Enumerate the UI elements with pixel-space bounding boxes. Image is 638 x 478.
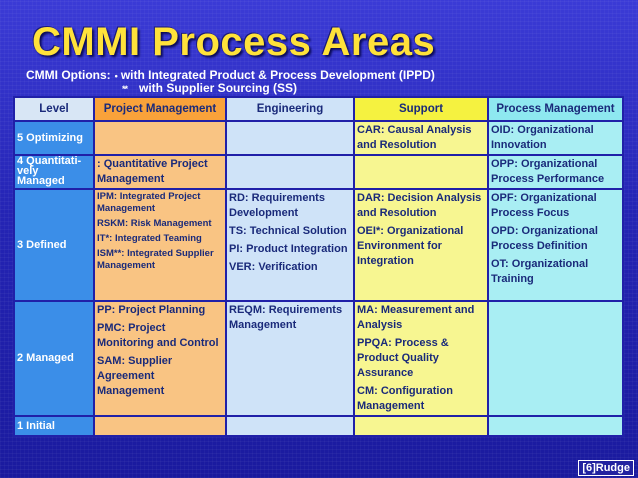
header-engineering: Engineering (225, 96, 355, 122)
cell-4-process: OPP: Organizational Process Performance (487, 154, 624, 190)
pa-ma: MA: Measurement and Analysis (357, 304, 475, 331)
row-level-1: 1 Initial (13, 415, 624, 437)
level-5-label: 5 Optimizing (13, 120, 95, 156)
cmmi-options: CMMI Options: • with Integrated Product & … (26, 68, 435, 95)
options-bullet-1: • (114, 71, 118, 81)
source-citation: [6]Rudge (578, 460, 634, 476)
cell-2-eng: REQM: Requirements Management (225, 300, 355, 417)
cell-3-support: DAR: Decision Analysis and Resolution OE… (353, 188, 489, 302)
cell-1-process (487, 415, 624, 437)
pa-ism: ISM**: Integrated Supplier Management (97, 248, 214, 271)
process-areas-table: Level Project Management Engineering Sup… (13, 96, 624, 437)
cell-3-process: OPF: Organizational Process Focus OPD: O… (487, 188, 624, 302)
cell-2-process (487, 300, 624, 417)
level-4-line-1: 4 Quantitati- (17, 155, 82, 167)
row-level-5: 5 Optimizing CAR: Causal Analysis and Re… (13, 120, 624, 156)
cell-3-eng: RD: Requirements Development TS: Technic… (225, 188, 355, 302)
cell-1-eng (225, 415, 355, 437)
pa-opd: OPD: Organizational Process Definition (491, 225, 598, 252)
options-text-2: with Supplier Sourcing (SS) (139, 81, 298, 95)
cell-1-pm (93, 415, 227, 437)
cell-5-support: CAR: Causal Analysis and Resolution (353, 120, 489, 156)
pa-ppqa: PPQA: Process & Product Quality Assuranc… (357, 337, 449, 379)
cell-1-support (353, 415, 489, 437)
pa-oei: OEI*: Organizational Environment for Int… (357, 225, 464, 267)
header-row: Level Project Management Engineering Sup… (13, 96, 624, 122)
header-support: Support (353, 96, 489, 122)
row-level-2: 2 Managed PP: Project Planning PMC: Proj… (13, 300, 624, 417)
row-level-4: 4 Quantitati- vely Managed : Quantitativ… (13, 154, 624, 190)
pa-opf: OPF: Organizational Process Focus (491, 192, 597, 219)
pa-it: IT*: Integrated Teaming (97, 233, 202, 244)
cell-4-pm: : Quantitative Project Management (93, 154, 227, 190)
pa-ot: OT: Organizational Training (491, 258, 589, 285)
cell-2-support: MA: Measurement and Analysis PPQA: Proce… (353, 300, 489, 417)
pa-pp: PP: Project Planning (97, 304, 206, 316)
pa-pi: PI: Product Integration (229, 243, 348, 255)
pa-reqm: REQM: Requirements Management (229, 304, 343, 331)
cell-3-pm: IPM: Integrated Project Management RSKM:… (93, 188, 227, 302)
header-process-management: Process Management (487, 96, 624, 122)
level-2-label: 2 Managed (13, 300, 95, 417)
options-line-2: ** with Supplier Sourcing (SS) (122, 81, 297, 96)
options-bullet-2: ** (122, 84, 128, 94)
pa-ipm: IPM: Integrated Project Management (97, 191, 201, 214)
level-4-line-3: Managed (17, 175, 65, 187)
pa-rd: RD: Requirements Development (229, 192, 325, 219)
cell-4-eng (225, 154, 355, 190)
level-1-label: 1 Initial (13, 415, 95, 437)
pa-rskm: RSKM: Risk Management (97, 218, 212, 229)
level-3-label: 3 Defined (13, 188, 95, 302)
pa-pmc: PMC: Project Monitoring and Control (97, 322, 219, 349)
cell-5-pm (93, 120, 227, 156)
pa-ver: VER: Verification (229, 261, 318, 273)
row-level-3: 3 Defined IPM: Integrated Project Manage… (13, 188, 624, 302)
options-label: CMMI Options: (26, 68, 111, 82)
options-text-1: with Integrated Product & Process Develo… (120, 68, 435, 82)
pa-dar: DAR: Decision Analysis and Resolution (357, 192, 482, 219)
pa-sam: SAM: Supplier Agreement Management (97, 355, 173, 397)
header-project-management: Project Management (93, 96, 227, 122)
level-4-label: 4 Quantitati- vely Managed (13, 154, 95, 190)
pa-ts: TS: Technical Solution (229, 225, 347, 237)
header-level: Level (13, 96, 95, 122)
cell-5-eng (225, 120, 355, 156)
level-4-line-2: vely (17, 165, 39, 177)
pa-cm: CM: Configuration Management (357, 385, 453, 412)
cell-4-support (353, 154, 489, 190)
cell-5-process: OID: Organizational Innovation (487, 120, 624, 156)
cell-2-pm: PP: Project Planning PMC: Project Monito… (93, 300, 227, 417)
slide-title: CMMI Process Areas (32, 20, 436, 64)
